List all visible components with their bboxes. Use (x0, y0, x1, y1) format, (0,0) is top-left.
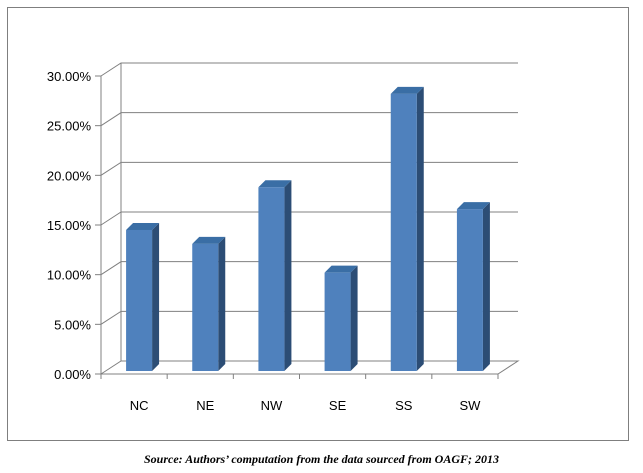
bar-top (324, 265, 358, 273)
chart-frame (7, 7, 629, 441)
bar-front (390, 93, 417, 372)
gridline (100, 62, 518, 77)
bar-nc (126, 222, 160, 371)
gridline (100, 261, 518, 276)
y-tick-label: 0.00% (54, 367, 91, 382)
gridline (100, 161, 518, 176)
bar-top (192, 236, 226, 244)
bar-top (456, 202, 490, 210)
y-tick-label: 30.00% (47, 69, 92, 84)
bar-top (390, 86, 424, 94)
y-tick-label: 25.00% (47, 119, 92, 134)
bar-top (258, 180, 292, 188)
y-tick-label: 10.00% (47, 268, 92, 283)
y-tick-label: 20.00% (47, 168, 92, 183)
gridline (100, 310, 518, 325)
bar-front (126, 229, 153, 371)
bar-side (284, 180, 292, 371)
bars (126, 86, 490, 372)
source-caption: Source: Authors’ computation from the da… (143, 452, 500, 466)
bar-side (482, 202, 490, 371)
x-tick-label-nw: NW (261, 398, 283, 413)
bar-side (152, 222, 160, 371)
bar-ss (390, 86, 424, 372)
y-tick-label: 15.00% (47, 218, 92, 233)
gridline (100, 112, 518, 127)
bar-front (456, 209, 483, 371)
bar-front (258, 187, 285, 371)
bar-front (192, 243, 219, 371)
x-tick-label-se: SE (329, 398, 347, 413)
x-tick-label-sw: SW (459, 398, 481, 413)
bar-side (416, 86, 424, 372)
y-tick-label: 5.00% (54, 317, 91, 332)
x-tick-label-nc: NC (130, 398, 149, 413)
tick-labels: 0.00% 5.00% 10.00% 15.00% 20.00% 25.00% 30.00%… (47, 69, 481, 413)
floor (100, 360, 520, 375)
bar-se (324, 265, 358, 371)
bar-side (218, 236, 226, 371)
gridlines (95, 62, 520, 379)
x-tick-label-ss: SS (395, 398, 413, 413)
bar-top (126, 222, 160, 230)
bar-sw (456, 202, 490, 371)
gridline (100, 211, 518, 226)
x-tick-label-ne: NE (196, 398, 214, 413)
bar-front (324, 272, 351, 371)
bar-ne (192, 236, 226, 371)
bar-nw (258, 180, 292, 371)
bar-side (350, 265, 358, 371)
